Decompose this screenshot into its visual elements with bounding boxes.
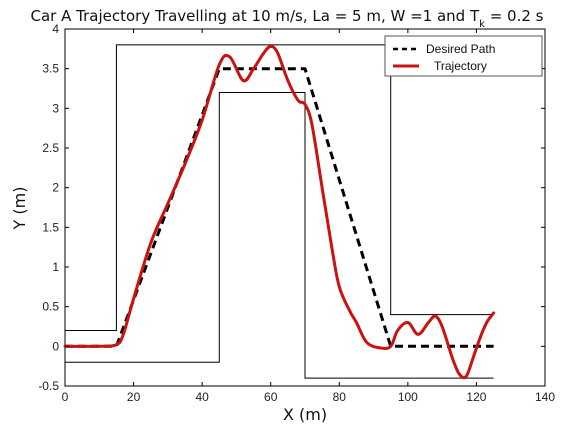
y-tick-label: 3.5 — [42, 62, 59, 76]
chart-title-tail: = 0.2 s — [485, 7, 544, 25]
x-tick-label: 140 — [535, 390, 555, 404]
chart-title-main: Car A Trajectory Travelling at 10 m/s, L… — [31, 7, 480, 25]
legend-box — [384, 35, 543, 77]
series-desired-path — [65, 67, 494, 348]
chart-title: Car A Trajectory Travelling at 10 m/s, L… — [31, 7, 544, 30]
x-axis-label: X (m) — [283, 405, 327, 424]
plot-area-frame — [64, 28, 546, 387]
lower-boundary — [65, 92, 494, 379]
x-tick-label: 20 — [127, 390, 141, 404]
y-tick-label: 0.5 — [42, 300, 59, 314]
upper-boundary — [65, 44, 494, 331]
legend-label-trajectory: Trajectory — [434, 59, 487, 73]
y-tick-label: 2 — [52, 181, 59, 195]
y-tick-label: 1.5 — [42, 220, 59, 234]
y-tick-label: -0.5 — [38, 379, 59, 393]
y-tick-label: 2.5 — [42, 141, 59, 155]
x-tick-label: 0 — [62, 390, 69, 404]
y-axis-label: Y (m) — [10, 187, 29, 231]
x-tick-label: 120 — [466, 390, 486, 404]
x-tick-label: 100 — [398, 390, 418, 404]
x-tick-label: 60 — [264, 390, 278, 404]
y-tick-label: 3 — [52, 101, 59, 115]
chart-title-subscript: k — [479, 19, 485, 30]
legend: Desired Path Trajectory — [384, 35, 543, 77]
y-tick-label: 1 — [52, 260, 59, 274]
y-tick-label: 0 — [52, 339, 59, 353]
series-trajectory — [63, 45, 496, 380]
y-tick-label: 4 — [52, 22, 59, 36]
legend-label-desired-path: Desired Path — [426, 42, 495, 56]
x-tick-label: 40 — [195, 390, 209, 404]
x-tick-label: 80 — [333, 390, 347, 404]
